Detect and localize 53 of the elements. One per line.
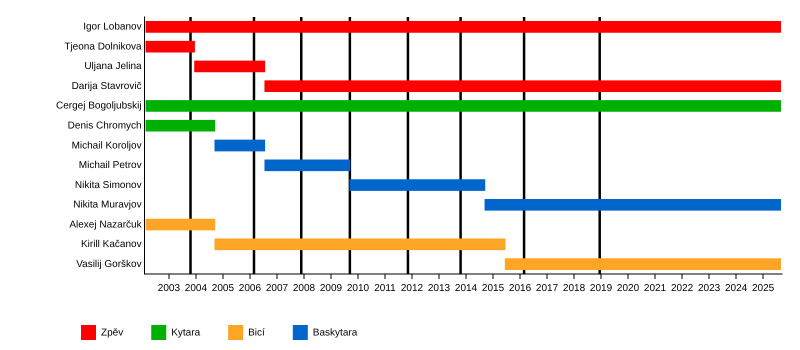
legend-label: Bicí: [248, 327, 266, 338]
x-tick-label: 2022: [670, 282, 694, 294]
legend-label: Baskytara: [312, 327, 358, 338]
x-tick-label: 2003: [158, 282, 180, 294]
y-tick-label: Darija Stavrovič: [72, 80, 142, 92]
x-tick-label: 2008: [292, 282, 316, 294]
bar: [146, 218, 216, 230]
x-tick-label: 2015: [482, 282, 505, 294]
y-tick-label: Michail Petrov: [78, 160, 142, 172]
y-tick-label: Cergej Bogoljubskij: [56, 100, 142, 112]
y-tick-label: Igor Lobanov: [83, 22, 142, 33]
y-tick-label: Michail Koroljov: [72, 140, 142, 152]
bar: [350, 179, 486, 191]
y-tick-label: Denis Chromych: [68, 120, 142, 132]
bar: [264, 159, 350, 172]
x-tick-label: 2010: [346, 282, 370, 294]
x-tick-label: 2013: [428, 282, 451, 294]
x-tick-label: 2023: [698, 282, 721, 294]
x-tick-label: 2006: [238, 282, 262, 294]
bar: [504, 258, 781, 270]
x-tick-label: 2009: [320, 282, 343, 294]
x-tick-label: 2024: [724, 282, 748, 294]
bar: [264, 80, 781, 92]
x-tick-label: 2007: [266, 282, 288, 294]
x-tick-label: 2016: [508, 282, 532, 294]
y-tick-label: Alexej Nazarčuk: [69, 219, 143, 230]
x-tick-label: 2020: [616, 282, 640, 294]
x-tick-label: 2021: [644, 282, 667, 294]
x-tick-label: 2014: [454, 282, 478, 294]
bar: [146, 40, 195, 52]
y-tick-label: Kirill Kačanov: [81, 239, 142, 250]
legend-label: Kytara: [171, 327, 201, 338]
legend-label: Zpěv: [101, 327, 124, 338]
y-tick-label: Nikita Muravjov: [73, 200, 142, 211]
bar: [146, 100, 781, 112]
x-tick-label: 2012: [400, 282, 424, 294]
y-tick-label: Tjeona Dolnikova: [64, 41, 142, 52]
x-tick-label: 2011: [374, 282, 396, 294]
bar: [214, 238, 506, 250]
bar: [214, 140, 266, 152]
y-tick-label: Vasilij Gorškov: [76, 258, 142, 270]
x-tick-label: 2005: [212, 282, 234, 294]
x-tick-label: 2018: [562, 282, 586, 294]
bar: [146, 21, 781, 33]
x-tick-label: 2004: [184, 282, 208, 294]
x-tick-label: 2017: [536, 282, 559, 294]
y-tick-label: Uljana Jelina: [84, 61, 142, 72]
bar: [194, 60, 266, 72]
x-tick-label: 2019: [590, 282, 613, 294]
bar: [146, 120, 216, 132]
x-tick-label: 2025: [752, 282, 775, 294]
bar: [484, 198, 781, 211]
y-tick-label: Nikita Simonov: [74, 180, 142, 191]
